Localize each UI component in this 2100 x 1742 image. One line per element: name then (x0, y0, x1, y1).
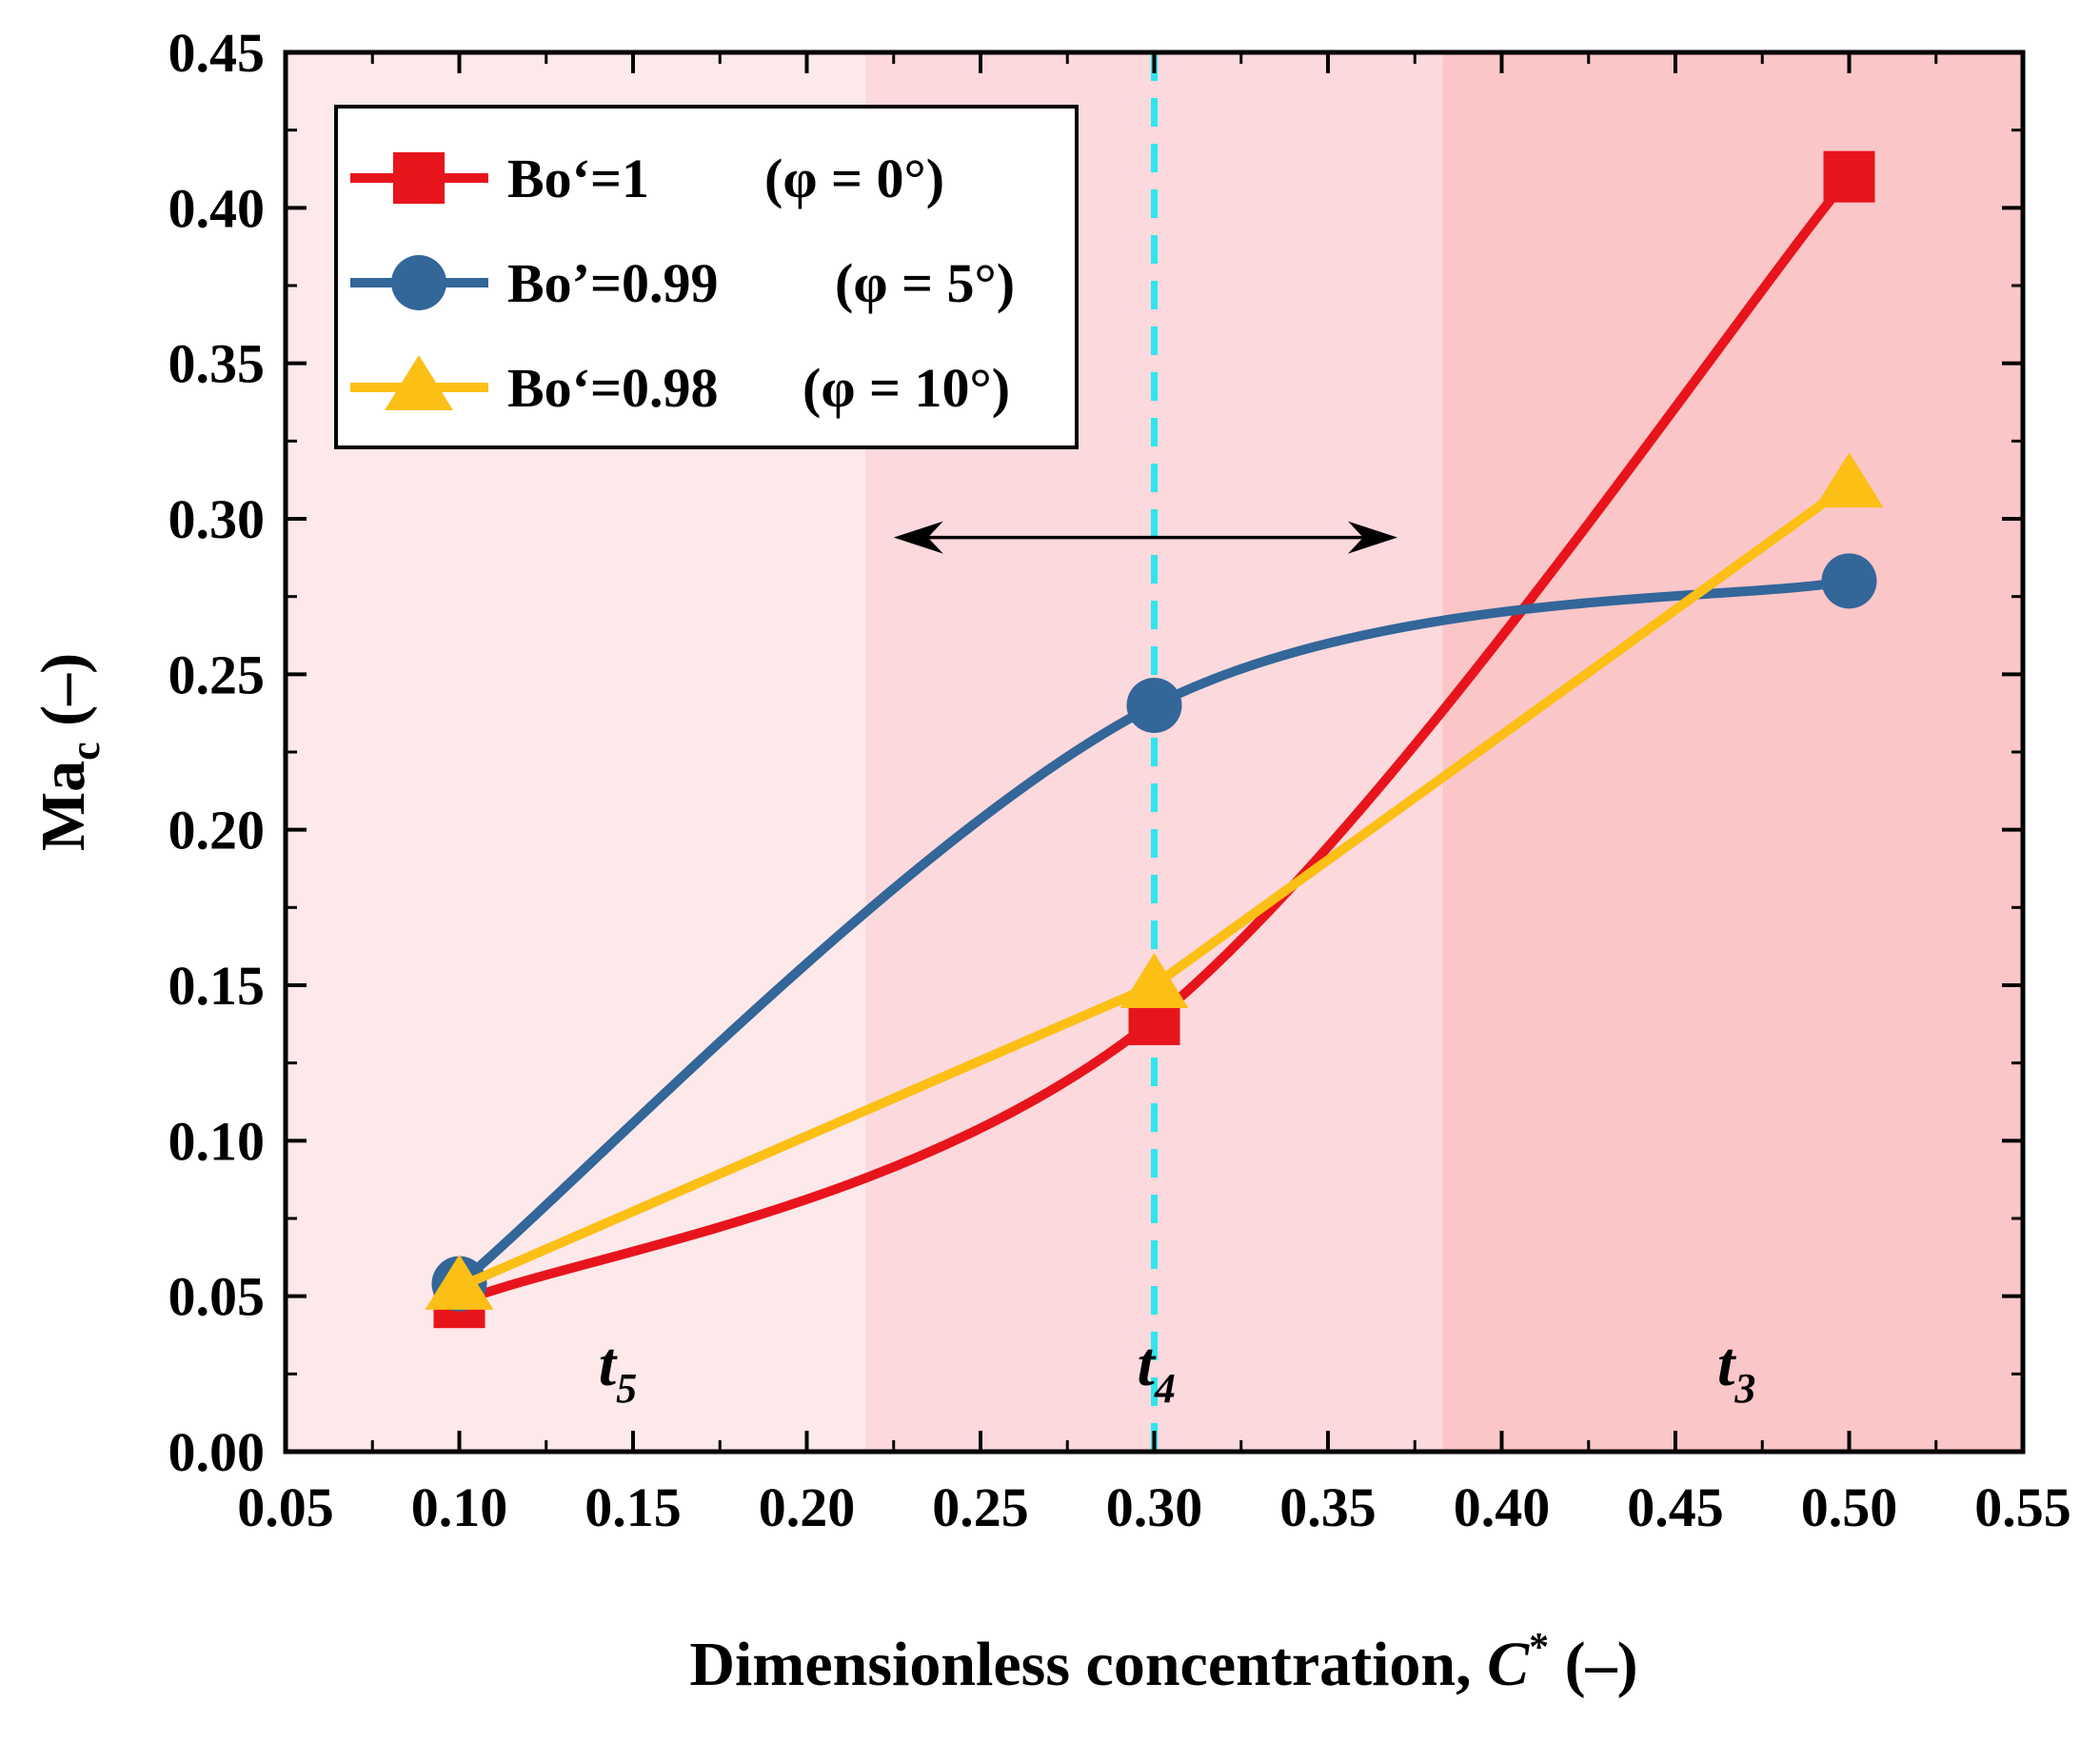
region-label-t3: t3 (1717, 1330, 1755, 1412)
x-axis-title: Dimensionless concentration, C* (–) (689, 1626, 1637, 1699)
legend-condition-square: (φ = 0°) (764, 148, 944, 209)
y-tick-label: 0.20 (168, 800, 266, 861)
series-line-square (457, 173, 1853, 1307)
x-tick-label: 0.55 (1974, 1476, 2071, 1538)
y-tick-label: 0.10 (168, 1110, 266, 1172)
region-band-3 (1442, 52, 2023, 1452)
x-tick-label: 0.45 (1627, 1476, 1724, 1538)
y-axis-title-text: Mac (–) (29, 653, 109, 851)
legend-marker-square (393, 152, 445, 204)
x-tick-label: 0.30 (1106, 1476, 1203, 1538)
legend-label-square: Bo‘=1 (507, 148, 649, 209)
y-tick-label: 0.35 (168, 333, 266, 395)
x-tick-label: 0.05 (237, 1476, 334, 1538)
legend-marker-triangle (385, 355, 453, 410)
annotation-arrowhead-left (893, 521, 943, 554)
data-point-circle-3 (1821, 553, 1877, 609)
x-tick-label: 0.35 (1279, 1476, 1377, 1538)
data-point-triangle-2 (1119, 953, 1189, 1008)
legend-label-circle: Bo’=0.99 (507, 252, 719, 314)
legend-condition-triangle: (φ = 10°) (802, 357, 1010, 419)
x-tick-label: 0.20 (759, 1476, 856, 1538)
y-tick-label: 0.30 (168, 488, 266, 550)
y-axis-title: Mac (–) (29, 653, 109, 851)
y-tick-label: 0.25 (168, 643, 266, 705)
y-tick-label: 0.00 (168, 1421, 266, 1483)
y-tick-label: 0.45 (168, 22, 266, 84)
x-tick-label: 0.40 (1454, 1476, 1551, 1538)
data-point-triangle-3 (1814, 452, 1884, 508)
x-tick-label: 0.50 (1801, 1476, 1898, 1538)
y-tick-label: 0.15 (168, 955, 266, 1017)
y-tick-label: 0.05 (168, 1266, 266, 1328)
data-point-square-3 (1823, 150, 1875, 203)
data-point-triangle-1 (425, 1254, 494, 1310)
legend-label-triangle: Bo‘=0.98 (507, 357, 719, 419)
data-point-circle-2 (1126, 678, 1182, 733)
y-tick-label: 0.40 (168, 177, 266, 239)
x-tick-label: 0.25 (932, 1476, 1029, 1538)
legend-marker-circle (391, 255, 446, 310)
x-tick-label: 0.10 (411, 1476, 508, 1538)
annotation-arrowhead-right (1348, 521, 1397, 554)
x-tick-label: 0.15 (584, 1476, 682, 1538)
legend-condition-circle: (φ = 5°) (835, 252, 1015, 314)
